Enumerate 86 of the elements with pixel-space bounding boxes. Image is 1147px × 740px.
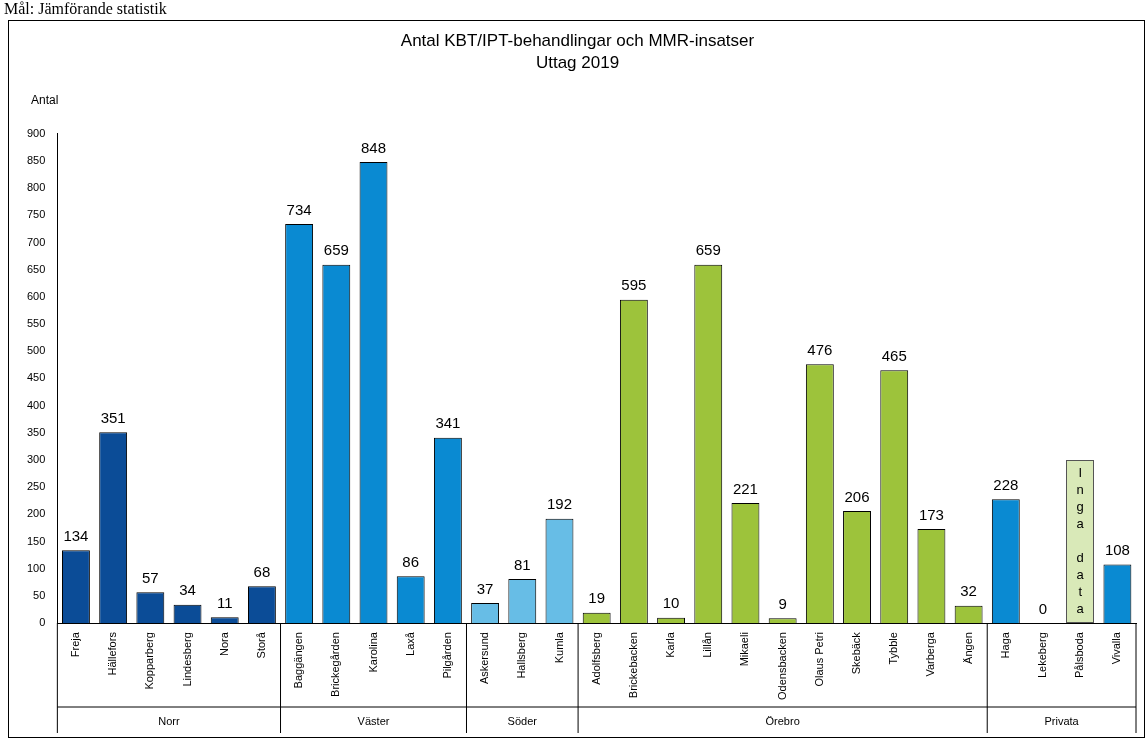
x-tick-label: Tybble	[887, 632, 900, 665]
x-tick-label: Mikaeli	[738, 632, 751, 667]
y-tick-label: 750	[26, 208, 46, 221]
data-label: 134	[63, 526, 89, 544]
y-tick-label: 600	[26, 289, 46, 302]
text: Norr	[158, 715, 180, 728]
y-tick-label: 350	[26, 425, 46, 438]
x-tick-label: Hallsberg	[515, 632, 528, 679]
text: Privata	[1044, 715, 1080, 728]
x-tick-label: Storå	[254, 631, 267, 659]
y-tick-label: 250	[26, 480, 46, 493]
text: Söder	[507, 715, 538, 728]
x-tick-label: Haga	[998, 631, 1011, 659]
x-tick-label: Nora	[217, 631, 230, 656]
data-label: 10	[662, 594, 680, 612]
y-axis-title: Antal	[31, 92, 59, 107]
x-tick-label: Varberga	[924, 631, 937, 677]
data-label: 37	[476, 579, 494, 597]
data-label: 228	[993, 475, 1019, 493]
x-tick-label: Adolfsberg	[589, 632, 602, 685]
chart-title: Antal KBT/IPT-behandlingar och MMR-insatser	[400, 30, 755, 50]
x-tick-label: Lindesberg	[180, 632, 193, 687]
data-label: 11	[216, 593, 233, 611]
x-tick-label: Pilgården	[440, 632, 453, 679]
y-tick-label: 450	[26, 371, 46, 384]
y-tick-label: 150	[26, 534, 46, 547]
text: Väster	[357, 715, 390, 728]
text: Mål: Jämförande statistik	[4, 0, 167, 18]
y-tick-label: 400	[26, 398, 46, 411]
x-tick-label: Karla	[664, 631, 677, 658]
x-tick-label: Freja	[68, 631, 81, 658]
data-label: 595	[621, 276, 647, 294]
data-label: 848	[360, 138, 387, 156]
x-tick-label: Pålsboda	[1073, 631, 1086, 678]
data-label: 465	[881, 346, 907, 364]
y-tick-label: 100	[26, 561, 46, 574]
data-label: 19	[588, 589, 606, 607]
data-label: 57	[142, 568, 159, 586]
x-tick-label: Skebäck	[850, 631, 863, 675]
x-tick-label: Karolina	[366, 631, 379, 673]
data-label: 659	[323, 241, 349, 259]
x-tick-label: Vivalla	[1110, 631, 1123, 665]
data-label: 659	[695, 241, 721, 259]
x-tick-label: Hällefors	[106, 631, 119, 676]
data-label: 734	[286, 200, 312, 218]
data-label: 341	[435, 414, 461, 432]
data-label: 0	[1038, 599, 1048, 617]
x-tick-label: Baggängen	[292, 632, 305, 689]
chart-subtitle: Uttag 2019	[535, 53, 620, 73]
data-label: 68	[253, 562, 271, 580]
y-tick-label: 500	[26, 344, 46, 357]
data-label: 86	[402, 553, 420, 570]
x-tick-label: Askersund	[478, 632, 491, 685]
x-tick-label: Olaus Petri	[812, 632, 825, 687]
data-label: 108	[1104, 541, 1130, 559]
x-tick-label: Odensbacken	[775, 632, 788, 701]
data-label: 221	[732, 479, 758, 497]
y-tick-label: 850	[26, 154, 46, 167]
data-label: 81	[513, 555, 531, 573]
x-tick-label: Brickegården	[329, 632, 342, 697]
y-tick-label: 300	[26, 453, 46, 466]
x-tick-label: Brickebacken	[626, 632, 639, 699]
no-data-box: Inga data	[1066, 460, 1095, 624]
x-tick-label: Laxå	[403, 631, 416, 656]
y-tick-label: 700	[26, 235, 46, 248]
data-label: 34	[179, 581, 196, 599]
y-tick-label: 0	[39, 616, 46, 629]
y-tick-label: 800	[26, 181, 46, 194]
data-label: 476	[807, 340, 833, 358]
x-tick-label: Lillån	[701, 632, 714, 658]
data-label: 351	[100, 408, 126, 426]
data-label: 206	[844, 487, 870, 505]
data-label: 32	[960, 582, 977, 600]
x-tick-label: Kopparberg	[143, 632, 156, 690]
x-tick-label: Kumla	[552, 631, 565, 664]
y-tick-label: 550	[26, 317, 46, 330]
y-tick-label: 900	[26, 126, 46, 139]
data-label: 173	[918, 505, 944, 523]
data-label: 9	[778, 594, 787, 612]
data-label: 192	[546, 495, 572, 513]
text: Örebro	[765, 715, 800, 728]
y-tick-label: 650	[26, 262, 46, 275]
y-tick-label: 50	[33, 588, 46, 601]
x-tick-label: Lekeberg	[1036, 632, 1049, 678]
y-tick-label: 200	[26, 507, 46, 520]
x-tick-label: Ängen	[961, 632, 974, 664]
